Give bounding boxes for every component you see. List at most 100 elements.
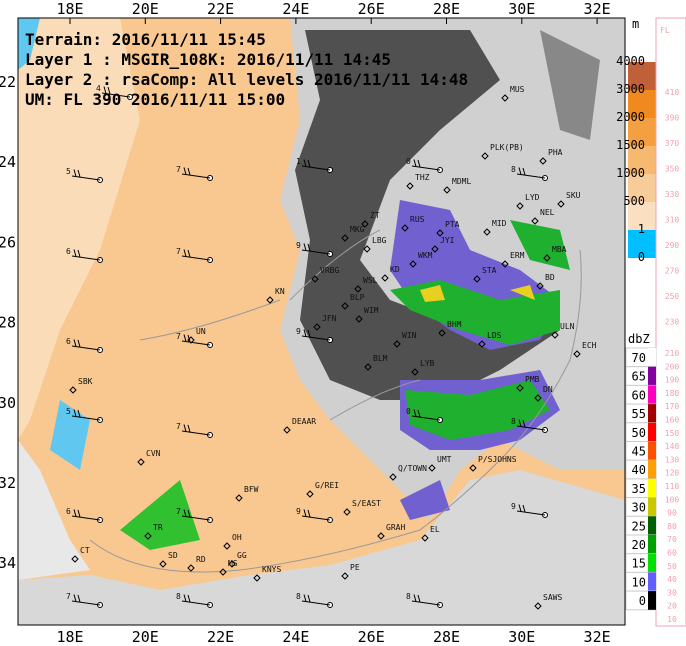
fl-level: 170 — [665, 402, 680, 411]
station-marker — [436, 229, 444, 237]
radar-level: 40 — [632, 463, 646, 477]
station-label: SBK — [78, 377, 93, 386]
station-marker — [501, 260, 509, 268]
borders — [89, 229, 582, 573]
station-label: SAWS — [543, 593, 562, 602]
lon-label: 30E — [508, 628, 535, 646]
station-marker — [469, 464, 477, 472]
barb-number: 7 — [176, 165, 181, 174]
station-label: GRAH — [386, 523, 405, 532]
lon-label: 26E — [358, 628, 385, 646]
station-label: MDML — [452, 177, 471, 186]
radar-level: 15 — [632, 557, 646, 571]
terrain-level: 3000 — [616, 82, 645, 96]
station-marker — [516, 384, 524, 392]
station-label: RUS — [410, 215, 425, 224]
wind-barb — [181, 167, 211, 179]
station-marker — [306, 490, 314, 498]
barb-number: 7 — [176, 422, 181, 431]
barb-number: 7 — [66, 592, 71, 601]
barb-number: 8 — [511, 417, 516, 426]
barb-number: 0 — [406, 407, 411, 416]
barb-number: 7 — [176, 507, 181, 516]
station-label: EL — [430, 525, 440, 534]
radar-echo-high — [420, 285, 535, 302]
lon-label: 20E — [132, 628, 159, 646]
station-marker — [443, 186, 451, 194]
radar-level: 10 — [632, 575, 646, 589]
station-label: MUS — [510, 85, 525, 94]
station-marker — [473, 275, 481, 283]
lon-label: 24E — [282, 0, 309, 18]
terrain-level: 0 — [638, 250, 645, 264]
station-label: MID — [492, 219, 507, 228]
station-marker — [573, 350, 581, 358]
radar-level: 30 — [632, 501, 646, 515]
station-label: WIN — [402, 331, 417, 340]
fl-level: 10 — [667, 615, 677, 624]
ocean — [18, 440, 90, 580]
station-marker — [283, 426, 291, 434]
terrain-level: 4000 — [616, 54, 645, 68]
barb-number: 9 — [511, 502, 516, 511]
station-marker — [428, 464, 436, 472]
sea-cloud — [18, 470, 625, 625]
station-label: PLK(PB) — [490, 143, 524, 152]
lat-label: -22 — [0, 73, 16, 91]
fl-level: 190 — [665, 376, 680, 385]
terrain-level: 2000 — [616, 110, 645, 124]
wind-barb — [181, 594, 211, 606]
terrain-level: 1 — [638, 222, 645, 236]
station-marker — [311, 275, 319, 283]
wind-barb — [181, 509, 211, 521]
station-label: LDS — [487, 331, 502, 340]
fl-level: 50 — [667, 562, 677, 571]
station-label: BLM — [373, 354, 388, 363]
terrain-level: 500 — [623, 194, 645, 208]
lon-label: 28E — [433, 0, 460, 18]
station-label: UMT — [437, 455, 452, 464]
lat-label: -30 — [0, 394, 16, 412]
station-marker — [478, 340, 486, 348]
barb-number: 4 — [96, 84, 101, 93]
barb-number: 8 — [406, 592, 411, 601]
radar-color — [648, 553, 656, 573]
station-marker — [393, 340, 401, 348]
station-marker — [438, 329, 446, 337]
radar-color — [648, 460, 656, 479]
station-marker — [187, 564, 195, 572]
station-label: WSL — [363, 276, 378, 285]
map-overlay: 18E 18E 20E 20E 22E 22E 24E 24E 26E 26E 28E 28E 30E 3… — [0, 0, 611, 646]
wind-barb — [411, 409, 441, 421]
station-marker — [266, 296, 274, 304]
fl-level: 390 — [665, 114, 680, 123]
fl-level: 370 — [665, 139, 680, 148]
wind-barb — [301, 329, 331, 341]
station-marker — [137, 458, 145, 466]
barb-number: 6 — [66, 337, 71, 346]
station-label: S/EAST — [352, 499, 381, 508]
station-marker — [481, 152, 489, 160]
station-label: ECH — [582, 341, 597, 350]
station-marker — [531, 217, 539, 225]
radar-color — [648, 572, 656, 592]
radar-color — [648, 385, 656, 405]
terrain-swatch — [628, 118, 656, 146]
barb-number: 9 — [296, 507, 301, 516]
lat-label: -32 — [0, 474, 16, 492]
lat-label: -28 — [0, 314, 16, 332]
station-label: PE — [350, 563, 360, 572]
terrain-swatch — [628, 62, 656, 90]
wind-barb — [71, 594, 101, 606]
station-marker — [501, 94, 509, 102]
station-label: LBG — [372, 236, 387, 245]
station-marker — [223, 542, 231, 550]
station-label: TR — [153, 523, 163, 532]
radar-level: 70 — [632, 351, 646, 365]
station-marker — [543, 254, 551, 262]
barb-number: 0 — [406, 157, 411, 166]
radar-level: 45 — [632, 445, 646, 459]
radar-color — [648, 348, 656, 367]
station-label: JYI — [440, 236, 455, 245]
